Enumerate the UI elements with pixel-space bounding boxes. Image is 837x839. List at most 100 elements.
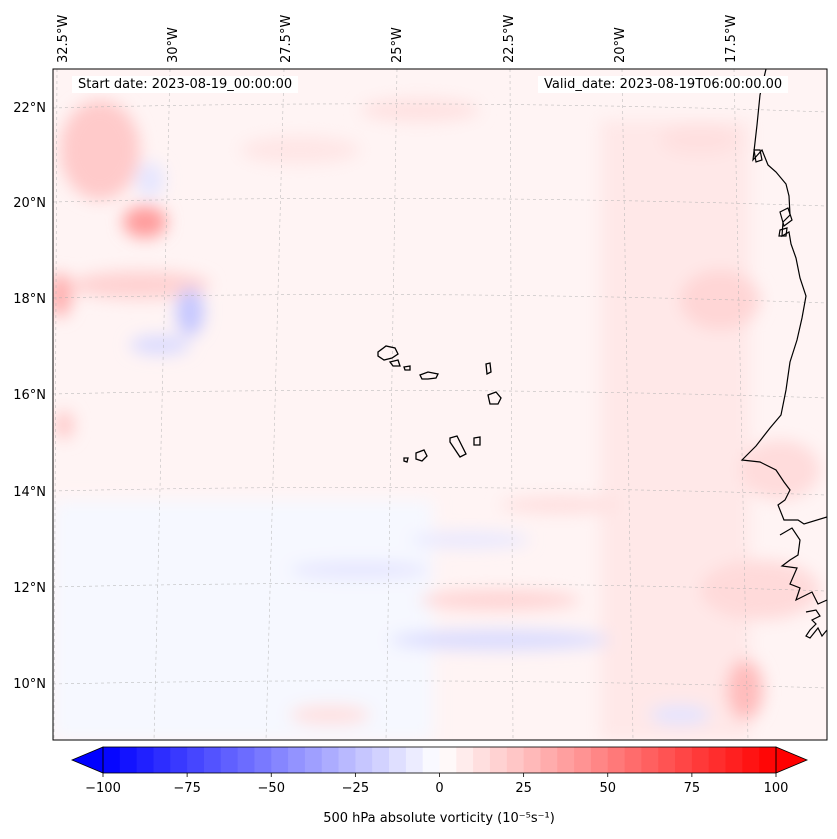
gridline-lat-12	[53, 583, 827, 592]
colorbar-cell	[304, 747, 323, 773]
gridline-lon-30	[153, 69, 171, 740]
graticule	[53, 69, 827, 740]
colorbar-cell	[607, 747, 626, 773]
colorbar-tick-label: −100	[85, 781, 121, 796]
lat-label-7: 10°N	[13, 677, 46, 692]
lon-label-1: 32.5°W	[56, 15, 71, 63]
colorbar-cell	[708, 747, 727, 773]
island-fogo	[415, 449, 428, 462]
colorbar-cell	[439, 747, 457, 773]
island-santiago	[449, 435, 467, 458]
lat-label-1: 22°N	[13, 101, 46, 116]
map-frame	[52, 68, 828, 741]
coast-detail-3	[753, 149, 763, 163]
coastlines	[740, 69, 827, 639]
africa-coastline	[740, 69, 827, 639]
colorbar-cell	[624, 747, 642, 773]
gridline-lon-32.5	[53, 69, 58, 740]
colorbar-cell	[759, 747, 777, 773]
colorbar-cell	[405, 747, 424, 773]
colorbar-cell	[506, 747, 525, 773]
colorbar-cell	[220, 747, 239, 773]
longitude-labels: 32.5°W 30°W 27.5°W 25°W 22.5°W 20°W 17.5…	[56, 15, 739, 63]
colorbar-cell	[456, 747, 474, 773]
lon-label-6: 20°W	[613, 27, 628, 63]
island-maio	[473, 436, 481, 446]
lat-label-4: 16°N	[13, 388, 46, 403]
colorbar-tick-label: 75	[684, 781, 701, 796]
colorbar-cell	[288, 747, 306, 773]
gridline-lat-20	[53, 198, 827, 207]
island-santa-luzia	[403, 365, 411, 371]
colorbar-cell	[103, 747, 121, 773]
map-panel	[53, 69, 827, 740]
colorbar-cell	[372, 747, 390, 773]
lat-label-3: 18°N	[13, 292, 46, 307]
colorbar-cell	[355, 747, 373, 773]
colorbar-tick-label: 50	[599, 781, 616, 796]
lat-label-2: 20°N	[13, 196, 46, 211]
colorbar-tick-label: 100	[764, 781, 789, 796]
colorbar-cell	[422, 747, 440, 773]
gridline-lat-16	[53, 390, 827, 399]
colorbar-extend-max	[775, 746, 809, 774]
gridline-lon-25	[385, 69, 398, 740]
colorbar-cell	[540, 747, 558, 773]
colorbar-cell	[321, 747, 340, 773]
colorbar-cell	[641, 747, 659, 773]
colorbar-cell	[574, 747, 592, 773]
colorbar-cell	[170, 747, 188, 773]
colorbar-cell	[658, 747, 676, 773]
island-sao-vicente	[388, 359, 401, 367]
lon-label-5: 22.5°W	[502, 15, 517, 63]
valid-date-label: Valid_date: 2023-08-19T06:00:00.00	[538, 76, 789, 93]
colorbar-cell	[489, 747, 508, 773]
colorbar-cell	[675, 747, 693, 773]
colorbar-tick-label: 0	[435, 781, 443, 796]
gridline-lat-10	[53, 680, 827, 689]
coast-detail-1	[779, 207, 793, 228]
colorbar-tick-label: −25	[342, 781, 369, 796]
colorbar-cells	[103, 747, 777, 773]
colorbar-cell	[271, 747, 289, 773]
colorbar-ticks: −100 −75 −50 −25 0 25 50 75 100	[85, 773, 788, 796]
gridline-lat-14	[53, 487, 827, 496]
gridline-lat-22	[53, 103, 827, 113]
colorbar-cell	[742, 747, 760, 773]
start-date-label: Start date: 2023-08-19_00:00:00	[72, 76, 299, 93]
gridline-lon-22.5	[509, 69, 514, 740]
colorbar-cell	[590, 747, 609, 773]
island-sao-nicolau	[419, 371, 439, 380]
colorbar-cell	[725, 747, 743, 773]
island-boa-vista	[487, 391, 502, 405]
lon-label-2: 30°W	[166, 27, 181, 63]
colorbar-cell	[338, 747, 356, 773]
latitude-labels: 22°N 20°N 18°N 16°N 14°N 12°N 10°N	[13, 101, 46, 692]
colorbar-cell	[557, 747, 575, 773]
lon-label-3: 27.5°W	[279, 15, 294, 63]
colorbar-cell	[203, 747, 222, 773]
colorbar-cell	[237, 747, 255, 773]
gridline-lon-27.5	[265, 69, 285, 740]
gridline-lon-17.5	[733, 69, 749, 740]
colorbar-cell	[136, 747, 154, 773]
gridline-lon-20	[621, 69, 634, 740]
island-sal	[485, 362, 492, 376]
cape-verde-islands	[377, 345, 502, 463]
coast-detail-2	[778, 227, 788, 237]
island-brava	[403, 457, 409, 463]
colorbar-cell	[187, 747, 205, 773]
colorbar-tick-label: 25	[515, 781, 532, 796]
lat-label-6: 12°N	[13, 581, 46, 596]
colorbar-tick-label: −50	[258, 781, 285, 796]
colorbar: −100 −75 −50 −25 0 25 50 75 100 500 hPa absolute…	[70, 746, 809, 826]
colorbar-label: 500 hPa absolute vorticity (10⁻⁵s⁻¹)	[323, 811, 555, 826]
gridline-lat-18	[53, 294, 827, 304]
island-santo-antao	[377, 345, 399, 361]
lon-label-7: 17.5°W	[724, 15, 739, 63]
colorbar-cell	[389, 747, 407, 773]
colorbar-extend-min	[70, 746, 104, 774]
colorbar-tick-label: −75	[173, 781, 200, 796]
lat-label-5: 14°N	[13, 485, 46, 500]
